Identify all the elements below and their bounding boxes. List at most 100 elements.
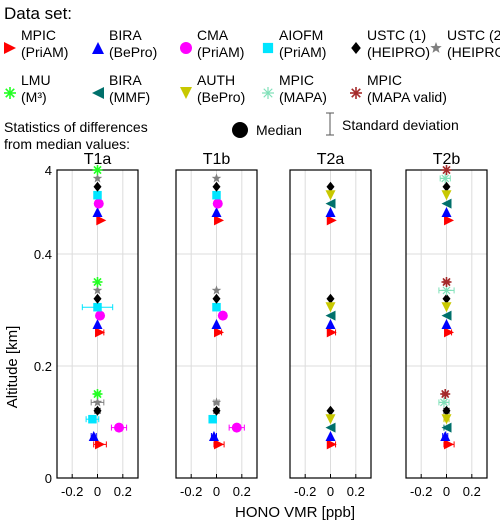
legend-label-line1: USTC (1) <box>367 27 426 43</box>
panel-title: T1b <box>203 151 231 168</box>
data-point-cma-priam <box>114 422 125 433</box>
legend-item-auth-bepro: AUTH(BePro) <box>180 72 245 105</box>
legend-label-line1: USTC (2) <box>447 27 500 43</box>
data-point-bira-bepro <box>440 431 451 441</box>
data-point-aiofm-priam <box>88 414 97 424</box>
panel-t1b: T1b -0.2 0 0.2 <box>175 151 258 499</box>
data-point-bira-mmf <box>441 198 452 209</box>
data-point-ustc1-heipro <box>212 181 221 192</box>
data-points <box>81 165 128 450</box>
data-point-mpic-mapa <box>440 173 451 184</box>
legend-item-mpic-mapa: MPIC(MAPA) <box>262 72 327 105</box>
data-point-bira-bepro <box>92 319 103 329</box>
data-point-cma-priam <box>212 198 223 209</box>
data-point-bira-bepro <box>88 431 99 441</box>
legend-item-ustc2-heipro: USTC (2)(HEIPRO) <box>430 27 500 60</box>
legend-label-line2: (PriAM) <box>197 44 244 60</box>
legend-label-line2: (PriAM) <box>21 44 68 60</box>
std-marker <box>326 112 334 136</box>
data-point-ustc2-heipro <box>211 173 222 183</box>
data-point-auth-bepro <box>441 414 452 425</box>
y-tick-label: 0 <box>45 471 52 486</box>
data-point-mpic-mapa-valid <box>441 277 452 287</box>
median-marker <box>232 122 248 138</box>
legend-item-mpic-mapa-valid: MPIC(MAPA valid) <box>350 72 447 105</box>
y-tick-label: 0.4 <box>34 247 52 262</box>
legend-item-mpic-priam: MPIC(PriAM) <box>4 27 68 60</box>
data-point-bira-mmf <box>325 422 336 433</box>
data-point-auth-bepro <box>325 414 336 425</box>
data-point-cma-priam <box>95 310 106 321</box>
data-point-mpic-mapa <box>441 285 452 296</box>
data-point-mpic-priam <box>214 327 225 338</box>
data-point-ustc1-heipro <box>442 181 451 192</box>
legend-item-bira-bepro: BIRA(BePro) <box>92 27 157 60</box>
data-point-bira-bepro <box>325 319 336 329</box>
data-point-cma-priam <box>217 310 228 321</box>
legend-label-line1: AUTH <box>197 72 235 88</box>
data-point-bira-mmf <box>441 422 452 433</box>
data-point-mpic-priam <box>444 215 455 226</box>
x-tick-label: 0 <box>443 484 450 499</box>
legend-item-aiofm-priam: AIOFM(PriAM) <box>262 27 326 60</box>
panel-t2a: T2a -0.2 0 0.2 <box>289 151 372 499</box>
legend-label-line1: LMU <box>21 72 51 88</box>
data-point-mpic-priam <box>326 327 337 338</box>
x-tick-label: 0 <box>213 484 220 499</box>
data-point-bira-bepro <box>325 207 336 217</box>
std-label: Standard deviation <box>342 117 459 133</box>
data-point-bira-bepro <box>211 207 222 217</box>
legend-title: Data set: <box>4 4 72 23</box>
legend-marker <box>4 42 16 54</box>
x-tick-label: 0.2 <box>347 484 365 499</box>
x-tick-label: 0 <box>94 484 101 499</box>
data-points <box>438 165 455 450</box>
data-point-bira-bepro <box>441 207 452 217</box>
data-point-ustc1-heipro <box>326 405 335 416</box>
legend-marker <box>180 42 192 54</box>
data-point-ustc2-heipro <box>92 397 103 407</box>
data-point-ustc1-heipro <box>326 293 335 304</box>
data-point-ustc2-heipro <box>211 285 222 295</box>
data-points <box>208 173 245 450</box>
data-point-lmu-m3 <box>92 389 103 399</box>
data-point-mpic-priam <box>444 439 455 450</box>
legend-label-line2: (HEIPRO) <box>447 44 500 60</box>
y-tick-labels: 0 0.2 0.4 4 <box>34 163 52 486</box>
data-point-ustc2-heipro <box>92 173 103 183</box>
x-tick-label: 0.2 <box>233 484 251 499</box>
panel-title: T1a <box>84 151 112 168</box>
x-tick-label: 0 <box>327 484 334 499</box>
data-point-lmu-m3 <box>92 277 103 287</box>
legend-marker <box>4 87 16 99</box>
data-point-mpic-mapa <box>438 397 449 408</box>
data-point-ustc1-heipro <box>212 293 221 304</box>
y-tick-label: 4 <box>45 163 52 178</box>
stats-title-line1: Statistics of differences <box>4 119 148 135</box>
data-point-bira-mmf <box>325 198 336 209</box>
data-point-bira-bepro <box>208 431 219 441</box>
legend-label-line1: MPIC <box>279 72 314 88</box>
panel-title: T2a <box>317 151 345 168</box>
data-point-aiofm-priam <box>93 302 102 312</box>
y-tick-label: 0.2 <box>34 359 52 374</box>
legend-label-line1: AIOFM <box>279 27 323 43</box>
data-point-cma-priam <box>231 422 242 433</box>
panels: T1a -0.2 0 0.2 T1b -0.2 0 0.2 T2a -0.2 0 0.2 T2b -0.2… <box>34 151 488 499</box>
legend-label-line1: BIRA <box>109 72 142 88</box>
legend-label-line2: (MAPA) <box>279 89 327 105</box>
data-point-bira-mmf <box>325 310 336 321</box>
legend-marker <box>180 87 192 99</box>
data-point-mpic-priam <box>326 439 337 450</box>
data-point-mpic-mapa-valid <box>441 165 452 175</box>
legend-label-line2: (M³) <box>21 89 47 105</box>
x-tick-label: -0.2 <box>61 484 83 499</box>
data-point-ustc1-heipro <box>93 293 102 304</box>
data-point-aiofm-priam <box>208 414 217 424</box>
x-tick-label: 0.2 <box>463 484 481 499</box>
data-point-mpic-priam <box>214 439 225 450</box>
x-tick-label: -0.2 <box>294 484 316 499</box>
legend-label-line1: BIRA <box>109 27 142 43</box>
legend-label-line2: (HEIPRO) <box>367 44 430 60</box>
